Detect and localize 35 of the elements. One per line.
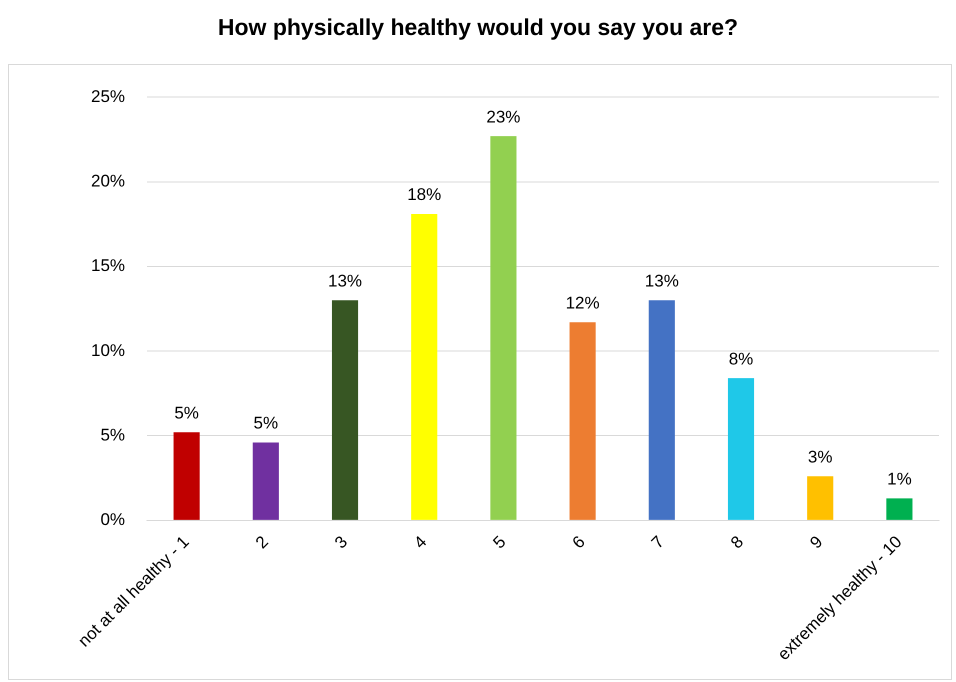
x-tick-label: 3 [331,532,352,552]
x-tick-label: 6 [568,532,589,552]
bar [728,378,754,520]
x-tick-label: 9 [806,532,826,552]
data-label: 3% [808,448,832,466]
x-tick-label: 2 [252,532,272,552]
data-label: 18% [407,185,442,204]
chart-title: How physically healthy would you say you are? [216,14,740,41]
data-label: 13% [644,271,679,290]
data-label: 5% [174,403,199,422]
bar [807,476,834,520]
y-tick-label: 20% [90,172,126,191]
bar [648,300,675,520]
x-tick-label: 7 [648,532,668,552]
data-label: 23% [486,107,520,126]
bar [332,300,358,520]
bar [886,498,912,520]
data-label: 12% [566,293,600,312]
data-label: 1% [887,470,912,488]
data-label: 13% [328,271,362,290]
y-tick-label: 15% [90,256,126,276]
bar [174,432,200,520]
y-tick-label: 25% [90,86,126,106]
data-label: 8% [728,349,754,368]
y-tick-label: 10% [90,340,126,360]
x-tick-label: 8 [727,532,748,552]
data-label: 5% [254,414,278,433]
bar [490,136,516,520]
x-tick-label: 5 [489,532,510,552]
bar [570,322,596,520]
y-tick-label: 5% [100,425,126,444]
y-tick-label: 0% [100,510,126,530]
x-tick-label: 4 [410,532,430,552]
bar [411,214,438,520]
bar [252,442,279,520]
